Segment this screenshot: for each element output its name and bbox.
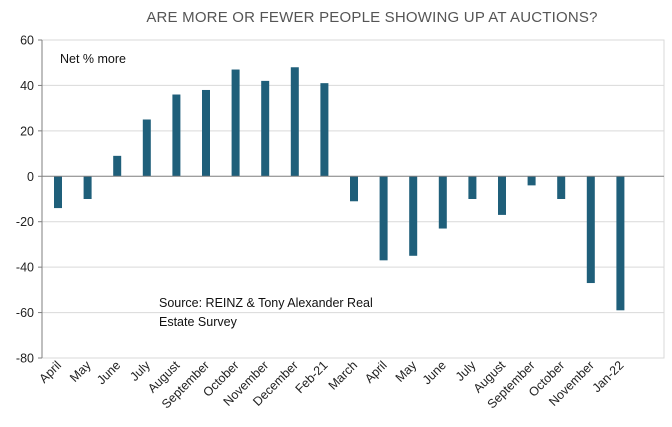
y-tick-label: -80: [16, 352, 34, 366]
x-tick-label: Feb-21: [293, 358, 331, 396]
bar-15: [468, 176, 477, 199]
bar-7: [231, 69, 240, 177]
bar-14: [438, 176, 447, 229]
source-note-line-2: Estate Survey: [159, 315, 238, 329]
axes: [38, 39, 664, 359]
y-tick-label: 60: [20, 34, 34, 48]
bars: [54, 67, 625, 311]
y-tick-label: 20: [20, 124, 34, 138]
y-tick-label: -20: [16, 215, 34, 229]
x-tick-label: May: [67, 358, 94, 385]
x-tick-label: March: [326, 358, 360, 392]
bar-11: [350, 176, 358, 202]
bar-5: [172, 94, 181, 177]
x-tick-label: April: [37, 358, 65, 386]
y-tick-label: -60: [16, 306, 34, 320]
bar-12: [379, 176, 388, 261]
source-note-line-1: Source: REINZ & Tony Alexander Real: [159, 296, 373, 310]
bar-10: [320, 83, 329, 177]
bar-18: [557, 176, 566, 199]
bar-6: [202, 89, 210, 177]
x-tick-label: May: [393, 358, 420, 385]
bar-8: [261, 80, 270, 177]
bar-3: [113, 155, 122, 177]
bar-20: [616, 176, 625, 311]
chart-title: ARE MORE OR FEWER PEOPLE SHOWING UP AT A…: [146, 9, 597, 26]
bar-4: [142, 119, 151, 177]
x-tick-labels: April May June JulyAugustSeptemberOctoberNo…: [37, 358, 627, 412]
bar-16: [498, 176, 506, 215]
bar-17: [527, 176, 536, 186]
x-tick-label: July: [453, 358, 479, 384]
bar-2: [83, 176, 92, 199]
bar-1: [54, 176, 62, 209]
y-tick-label: 40: [20, 79, 34, 93]
x-tick-label: June: [94, 358, 123, 387]
x-tick-label: June: [420, 358, 449, 387]
y-tick-label: 0: [27, 170, 34, 184]
x-tick-label: Jan-22: [590, 358, 627, 395]
bar-9: [290, 67, 299, 177]
bar-13: [409, 176, 418, 256]
y-tick-labels: 60 40 20 0 -20 -40 -60 -80: [16, 34, 34, 366]
bar-19: [586, 176, 595, 284]
x-tick-label: April: [362, 358, 390, 386]
y-tick-label: -40: [16, 261, 34, 275]
net-percent-label: Net % more: [60, 52, 126, 66]
x-tick-label: July: [127, 358, 153, 384]
